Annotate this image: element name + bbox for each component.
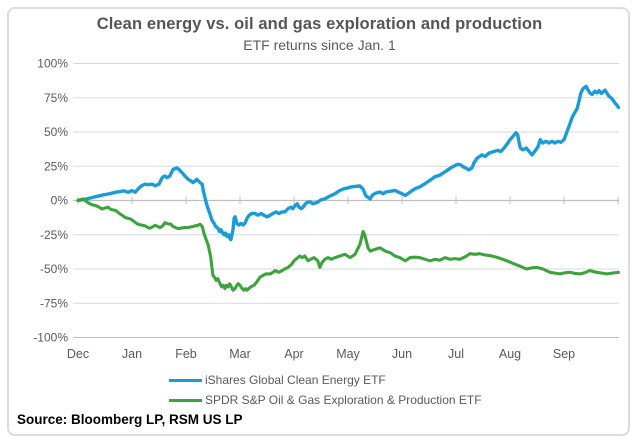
clean-energy-line-swatch <box>169 378 202 382</box>
chart-border <box>7 7 630 436</box>
legend: iShares Global Clean Energy ETF SPDR S&P… <box>169 370 482 410</box>
oil-gas-line-swatch <box>169 398 202 402</box>
x-axis-label: Sep <box>553 347 575 361</box>
x-axis-label: Dec <box>67 347 89 361</box>
x-axis-label: Aug <box>499 347 521 361</box>
legend-item-oil-gas: SPDR S&P Oil & Gas Exploration & Product… <box>169 390 482 410</box>
chart-title: Clean energy vs. oil and gas exploration… <box>96 15 543 33</box>
legend-label-oil-gas: SPDR S&P Oil & Gas Exploration & Product… <box>205 393 482 407</box>
x-axis-label: Jul <box>448 347 464 361</box>
legend-item-clean-energy: iShares Global Clean Energy ETF <box>169 370 482 390</box>
x-axis-label: Jan <box>122 347 142 361</box>
chart-subtitle: ETF returns since Jan. 1 <box>243 37 396 53</box>
y-axis-label: 75% <box>44 91 68 105</box>
legend-label-clean-energy: iShares Global Clean Energy ETF <box>205 373 386 387</box>
x-axis-label: May <box>336 347 360 361</box>
y-axis-label: -50% <box>40 262 68 276</box>
y-axis-label: 0% <box>51 194 69 208</box>
y-axis-label: 25% <box>44 159 68 173</box>
y-axis-label: 100% <box>37 57 68 71</box>
x-axis-label: Apr <box>284 347 303 361</box>
clean-energy-line <box>76 84 621 242</box>
y-axis-label: 50% <box>44 125 68 139</box>
oil-gas-line <box>76 197 621 292</box>
y-axis-label: -25% <box>40 228 68 242</box>
y-axis-label: -100% <box>33 331 68 345</box>
x-axis-label: Feb <box>175 347 197 361</box>
y-axis-label: -75% <box>40 296 68 310</box>
x-axis-label: Mar <box>229 347 251 361</box>
x-axis-label: Jun <box>392 347 412 361</box>
source-note: Source: Bloomberg LP, RSM US LP <box>17 412 243 427</box>
